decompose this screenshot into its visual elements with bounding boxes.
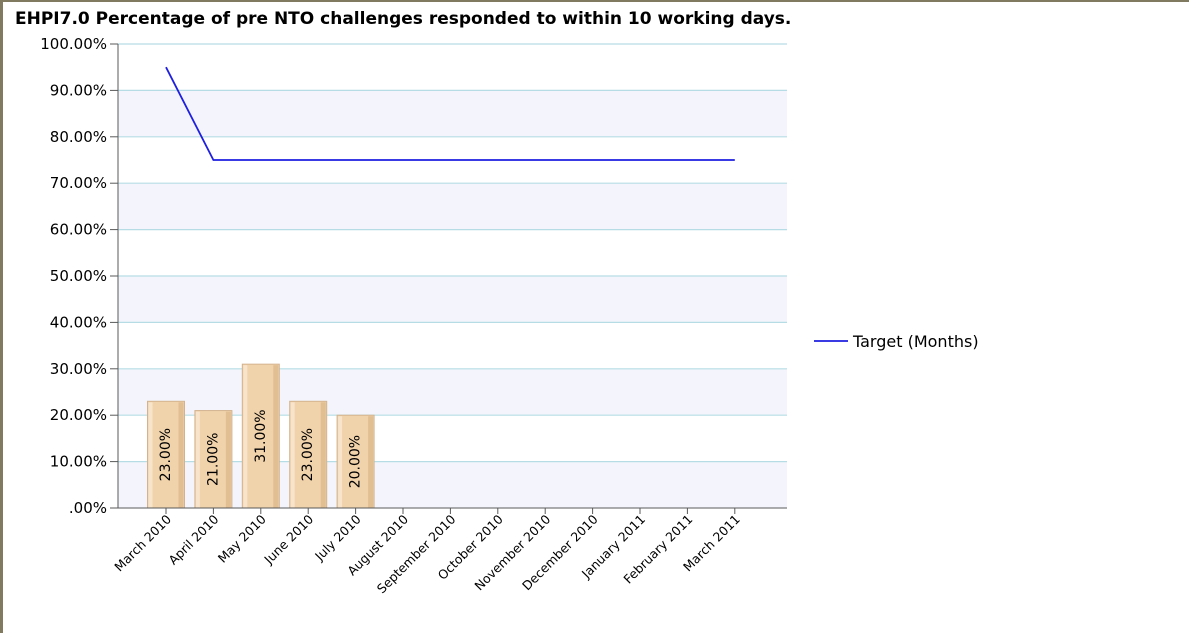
y-tick-label: 70.00% <box>50 174 107 192</box>
y-tick-label: 30.00% <box>50 360 107 378</box>
x-tick-label: May 2010 <box>215 511 269 565</box>
bar-shade <box>273 365 278 508</box>
bar-highlight <box>149 402 153 508</box>
bar-highlight <box>196 412 200 508</box>
bar-shade <box>179 402 184 508</box>
y-tick-label: 90.00% <box>50 81 107 99</box>
plot-band <box>118 183 787 229</box>
y-tick-label: 20.00% <box>50 406 107 424</box>
x-tick-label: March 2010 <box>111 511 174 574</box>
plot-band <box>118 276 787 322</box>
y-tick-label: 10.00% <box>50 453 107 471</box>
bar-value-label: 31.00% <box>253 409 269 462</box>
x-tick-label: June 2010 <box>260 511 316 567</box>
bar-value-label: 23.00% <box>300 428 316 481</box>
x-tick-label: April 2010 <box>165 511 221 567</box>
plot-band <box>118 90 787 136</box>
legend-label: Target (Months) <box>852 332 979 351</box>
y-tick-label: 100.00% <box>40 35 107 53</box>
bar-value-label: 20.00% <box>348 435 364 488</box>
bar-value-label: 23.00% <box>158 428 174 481</box>
y-tick-label: .00% <box>69 499 107 517</box>
plot-band <box>118 369 787 415</box>
legend: Target (Months) <box>814 332 979 351</box>
bar-shade <box>368 416 373 508</box>
bar-highlight <box>338 416 342 508</box>
bar-shade <box>226 412 231 508</box>
bar-highlight <box>243 365 247 508</box>
bar-shade <box>321 402 326 508</box>
y-axis-ticks: 100.00% 90.00% 80.00% 70.00% 60.00% 50.00% 40.… <box>40 35 118 517</box>
bar-value-label: 21.00% <box>205 433 221 486</box>
y-tick-label: 60.00% <box>50 221 107 239</box>
y-tick-label: 50.00% <box>50 267 107 285</box>
y-tick-label: 80.00% <box>50 128 107 146</box>
bar-highlight <box>291 402 295 508</box>
y-tick-label: 40.00% <box>50 313 107 331</box>
